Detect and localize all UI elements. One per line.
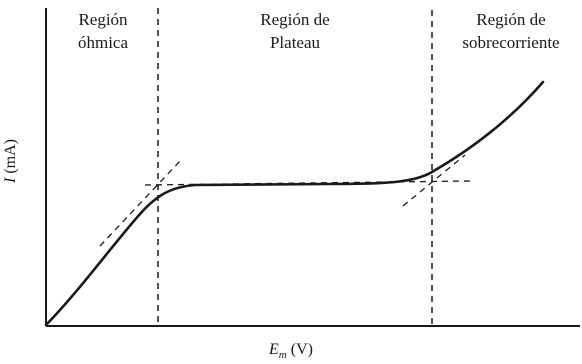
x-axis-symbol: E [269, 341, 279, 358]
ohmic-region-label-line2: óhmica [77, 33, 129, 52]
y-axis-label: I (mA) [2, 136, 24, 186]
plateau-region-label: Región de Plateau [230, 8, 360, 54]
plateau-region-label-line2: Plateau [269, 33, 321, 52]
overcurrent-region-label-line1: Región de [476, 10, 546, 29]
ohmic-region-label-line1: Región [78, 10, 128, 29]
x-axis-unit: (V) [286, 341, 313, 358]
overcurrent-tangent-line [402, 154, 466, 207]
ohmic-tangent-line [99, 159, 182, 247]
y-axis-unit: (mA) [2, 139, 19, 178]
x-axis-subscript: m [278, 349, 287, 362]
overcurrent-region-label-line2: sobrecorriente [462, 33, 560, 52]
overcurrent-region-label: Región de sobrecorriente [440, 8, 582, 54]
plateau-region-label-line1: Región de [260, 10, 330, 29]
ohmic-region-label: Región óhmica [58, 8, 148, 54]
y-axis-symbol: I [2, 177, 19, 183]
current-voltage-curve [44, 80, 545, 327]
x-axis-label: Em (V) [226, 341, 356, 361]
